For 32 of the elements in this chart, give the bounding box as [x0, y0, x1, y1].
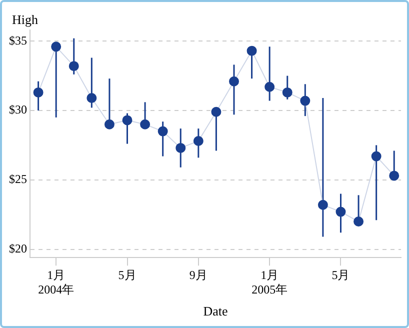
- point: [336, 206, 346, 217]
- point: [282, 87, 292, 98]
- x-tick-label: 5月: [118, 268, 136, 282]
- point: [86, 93, 97, 104]
- point: [140, 119, 150, 130]
- point: [68, 61, 79, 72]
- x-axis-title: Date: [203, 304, 228, 319]
- y-tick-label: $30: [9, 102, 27, 117]
- point: [371, 151, 382, 162]
- y-tick-label: $25: [9, 172, 27, 186]
- point: [264, 82, 275, 92]
- point: [51, 42, 62, 52]
- point: [158, 126, 168, 136]
- point: [318, 200, 328, 210]
- point: [229, 76, 239, 86]
- point: [193, 136, 204, 146]
- point: [122, 115, 132, 126]
- x-tick-label: 9月: [189, 268, 208, 282]
- point: [104, 119, 114, 130]
- point: [389, 170, 400, 181]
- y-tick-label: $20: [9, 241, 27, 256]
- x-tick-label: 1月 2005年: [252, 268, 288, 296]
- x-tick-label: 5月: [332, 268, 350, 282]
- point: [33, 87, 44, 98]
- point: [211, 106, 222, 117]
- y-axis-title: High: [12, 12, 38, 27]
- y-tick-label: $35: [9, 33, 27, 48]
- point: [176, 142, 186, 153]
- point: [300, 96, 310, 106]
- point: [246, 46, 257, 56]
- point: [354, 216, 364, 227]
- x-tick-label: 1月 2004年: [38, 268, 74, 296]
